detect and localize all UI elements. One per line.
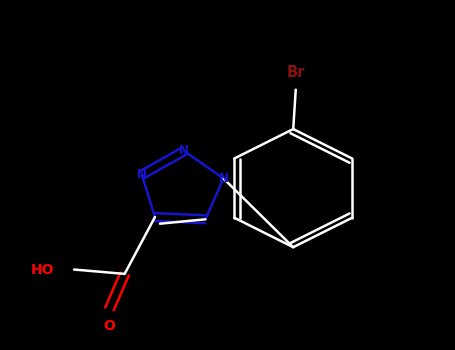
Text: N: N (218, 172, 228, 185)
Text: N: N (137, 168, 147, 181)
Text: HO: HO (30, 262, 54, 276)
Text: N: N (179, 145, 189, 158)
Text: O: O (104, 320, 116, 334)
Text: Br: Br (287, 65, 305, 80)
